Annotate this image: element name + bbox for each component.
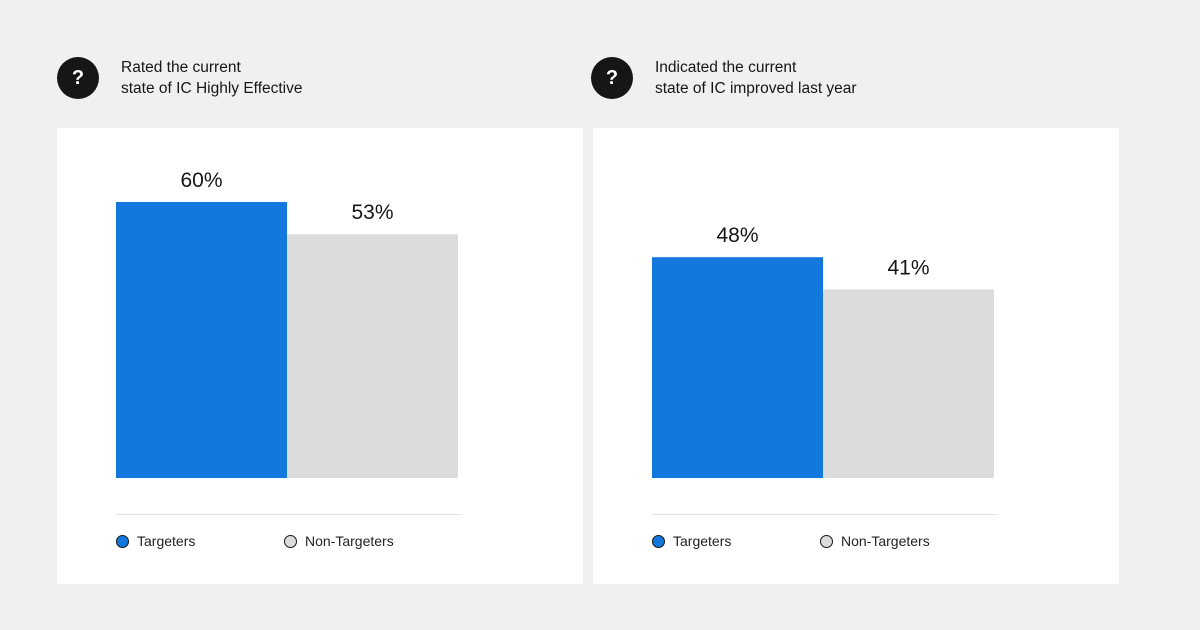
panel-header: ? Rated the current state of IC Highly E… — [57, 56, 303, 100]
bar-non-targeters — [823, 289, 994, 478]
legend-item-targeters: Targeters — [652, 533, 731, 549]
legend-item-non-targeters: Non-Targeters — [284, 533, 394, 549]
panel-title: Indicated the current state of IC improv… — [655, 57, 857, 99]
bar-value-label: 41% — [887, 256, 929, 279]
legend-label: Targeters — [137, 533, 196, 549]
panel-header: ? Indicated the current state of IC impr… — [591, 56, 857, 100]
panel-title-line: state of IC Highly Effective — [121, 80, 303, 97]
bar-chart: 60% 53% — [116, 169, 458, 478]
legend-dot-icon — [820, 534, 833, 548]
legend-dot-icon — [116, 534, 129, 548]
bar-value-label: 60% — [180, 169, 222, 192]
legend-label: Non-Targeters — [305, 533, 394, 549]
panel-title-line: state of IC improved last year — [655, 80, 857, 97]
bar-value-label: 53% — [351, 201, 393, 224]
legend-label: Targeters — [673, 533, 732, 549]
bar-targeters — [116, 202, 287, 478]
legend-dot-icon — [652, 534, 665, 548]
bar-chart: 48% 41% — [652, 224, 994, 478]
bar-targeters — [652, 257, 823, 478]
question-icon: ? — [57, 57, 99, 99]
chart-card: 48% 41% Targeters Non-Targeters — [593, 128, 1119, 584]
chart-card: 60% 53% Targeters Non-Targeters — [57, 128, 583, 584]
legend-divider — [652, 514, 998, 515]
panel-title-line: Rated the current — [121, 59, 241, 76]
legend-dot-icon — [284, 534, 297, 548]
question-icon: ? — [591, 57, 633, 99]
bar-value-label: 48% — [716, 224, 758, 247]
legend-divider — [116, 514, 462, 515]
panel-title-line: Indicated the current — [655, 59, 797, 76]
legend-label: Non-Targeters — [841, 533, 930, 549]
legend-item-targeters: Targeters — [116, 533, 195, 549]
bar-non-targeters — [287, 234, 458, 478]
panel-title: Rated the current state of IC Highly Eff… — [121, 57, 303, 99]
legend-item-non-targeters: Non-Targeters — [820, 533, 930, 549]
